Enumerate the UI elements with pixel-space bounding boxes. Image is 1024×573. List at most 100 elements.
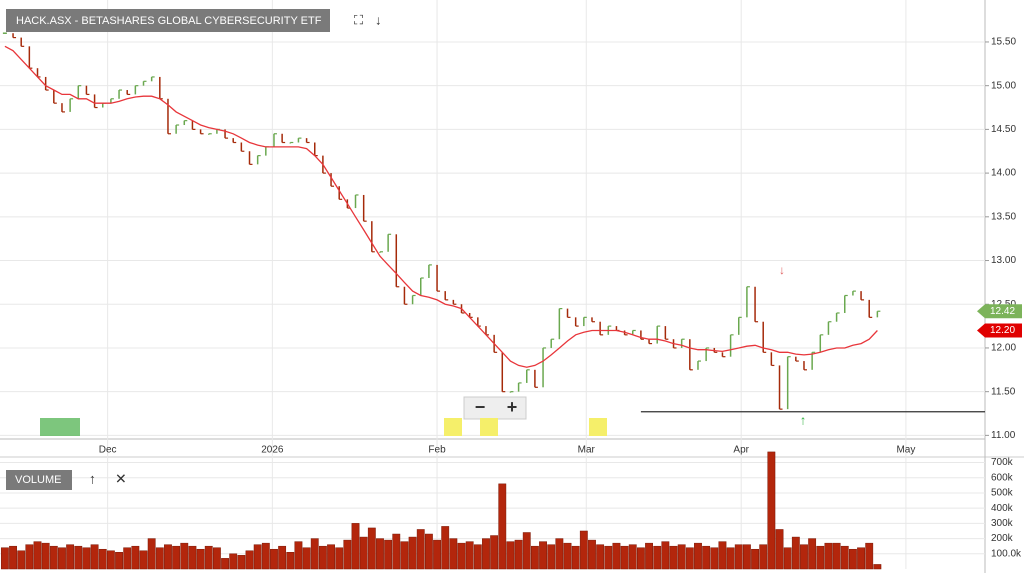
price-bar <box>134 85 139 95</box>
volume-bar <box>106 550 115 570</box>
expand-icon[interactable]: ⛶ <box>353 12 364 27</box>
close-icon[interactable]: ✕ <box>115 471 127 487</box>
volume-bar <box>147 538 156 570</box>
volume-bar <box>547 544 556 570</box>
volume-bar <box>123 547 132 570</box>
volume-bar <box>139 550 148 570</box>
price-bar <box>525 369 530 383</box>
price-bar <box>183 120 188 126</box>
volume-bar <box>588 539 596 570</box>
price-bar <box>395 234 400 288</box>
volume-bar <box>261 542 270 570</box>
price-bar <box>517 382 522 392</box>
volume-bar <box>604 545 613 570</box>
volume-bar <box>359 536 368 570</box>
volume-bar <box>294 541 303 570</box>
price-bar <box>501 352 506 393</box>
volume-bar <box>857 547 865 570</box>
note-marker[interactable] <box>480 418 498 436</box>
price-bar <box>591 317 595 323</box>
down-arrow: ↓ <box>779 263 785 277</box>
volume-bar <box>620 545 629 570</box>
volume-bar <box>302 547 311 570</box>
volume-bar <box>351 523 360 570</box>
y-tick-label: 200k <box>991 533 1014 544</box>
volume-bar <box>702 545 711 570</box>
volume-bar <box>873 564 882 570</box>
y-tick-label: 15.50 <box>991 37 1016 48</box>
volume-bar <box>90 544 99 570</box>
price-bar <box>811 351 816 370</box>
title-box <box>6 9 330 32</box>
price-bar <box>387 233 392 252</box>
price-bar <box>762 321 767 353</box>
price-bar <box>305 138 310 144</box>
price-bar <box>150 76 155 82</box>
price-bar <box>330 173 335 187</box>
volume-bar <box>832 542 841 570</box>
volume-bar <box>164 544 172 570</box>
price-tag-label: 12.20 <box>990 325 1015 336</box>
volume-bar <box>74 545 83 570</box>
note-marker[interactable] <box>589 418 607 436</box>
price-bar <box>680 338 685 348</box>
up-arrow: ↑ <box>800 412 807 427</box>
price-bar <box>69 98 74 112</box>
price-bar <box>20 37 25 47</box>
volume-bar <box>563 542 572 570</box>
price-bar <box>411 294 416 305</box>
price-bar <box>738 316 742 335</box>
price-tag <box>977 304 1022 319</box>
volume-bar <box>539 541 547 570</box>
zoom-out[interactable]: − <box>475 397 486 417</box>
x-tick-label: Dec <box>99 445 117 456</box>
y-tick-label: 300k <box>991 518 1014 529</box>
y-tick-label: 400k <box>991 503 1014 514</box>
volume-bar <box>286 552 295 570</box>
download-icon[interactable]: ↓ <box>375 12 382 27</box>
event-marker[interactable] <box>40 418 80 436</box>
volume-bar <box>783 547 792 570</box>
volume-bar <box>221 558 229 570</box>
price-bar <box>118 89 123 99</box>
volume-bar <box>800 544 808 570</box>
price-bar <box>207 133 212 135</box>
volume-bar <box>58 547 66 570</box>
price-bar <box>338 186 343 200</box>
volume-bar <box>196 548 205 570</box>
volume-bar <box>628 544 637 570</box>
price-bar <box>786 356 791 410</box>
y-tick-label: 11.00 <box>991 430 1016 441</box>
y-tick-label: 15.00 <box>991 80 1016 91</box>
price-bar <box>770 352 775 367</box>
volume-bar <box>0 547 9 570</box>
volume-bar <box>17 550 26 570</box>
y-tick-label: 14.00 <box>991 168 1016 179</box>
price-bar <box>729 334 734 357</box>
volume-bar <box>33 541 42 570</box>
volume-bar <box>343 539 352 570</box>
chart-title: HACK.ASX - BETASHARES GLOBAL CYBERSECURI… <box>16 15 322 27</box>
volume-bar <box>310 538 319 570</box>
volume-bar <box>506 541 515 570</box>
zoom-in[interactable]: + <box>507 397 518 417</box>
price-bar <box>110 98 114 104</box>
volume-bar <box>278 545 287 570</box>
price-bar <box>436 264 441 292</box>
move-up-icon[interactable]: ↑ <box>89 471 96 487</box>
y-tick-label: 13.00 <box>991 255 1016 266</box>
price-bar <box>362 194 367 222</box>
volume-bar <box>327 544 335 570</box>
volume-bar <box>465 541 474 570</box>
volume-bar <box>229 553 238 570</box>
note-marker[interactable] <box>444 418 462 436</box>
price-bar <box>142 80 147 86</box>
volume-bar <box>441 526 450 570</box>
price-bar <box>835 312 840 322</box>
price-bar <box>746 286 750 318</box>
volume-bar <box>571 545 580 570</box>
volume-bar <box>376 538 384 570</box>
price-bar <box>534 369 538 388</box>
